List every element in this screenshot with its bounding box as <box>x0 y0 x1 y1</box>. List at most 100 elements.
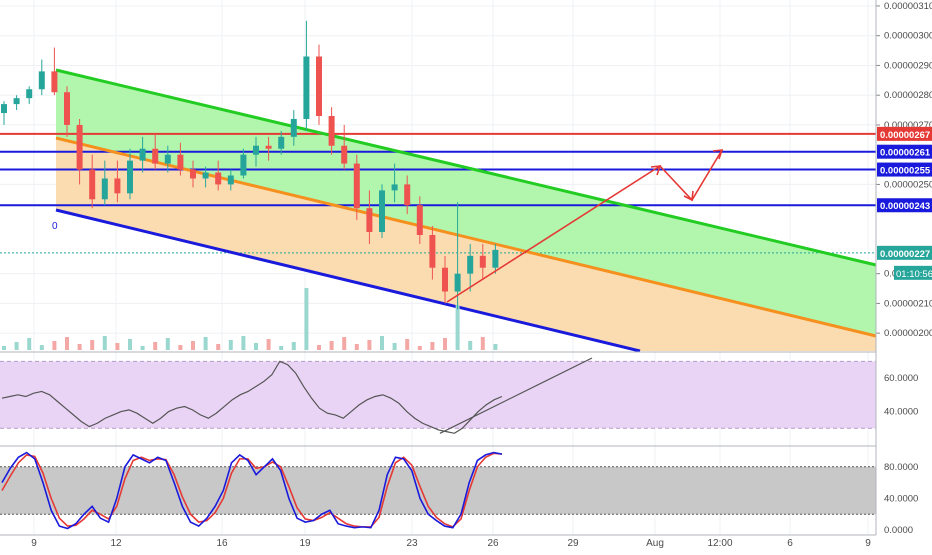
volume-bar <box>329 341 334 350</box>
countdown-label: 01:10:56 <box>896 269 932 280</box>
price-tick-label: 0.00000250 <box>884 179 932 190</box>
candle-body <box>328 116 335 146</box>
volume-bar <box>203 337 208 350</box>
candle-body <box>316 56 322 117</box>
candle-body <box>190 169 196 179</box>
candle-body <box>13 98 20 105</box>
volume-bar <box>266 339 271 350</box>
candle-body <box>353 163 360 209</box>
volume-bar <box>115 343 120 350</box>
volume-bar <box>317 345 321 350</box>
volume-bar <box>392 343 397 350</box>
candle-body <box>479 255 486 268</box>
volume-bar <box>27 338 32 350</box>
x-tick-label: 16 <box>216 538 228 549</box>
candle-body <box>139 148 146 161</box>
volume-bar <box>455 305 460 350</box>
volume-bar <box>228 340 233 350</box>
price-tick-label: 0.00000200 <box>884 328 932 339</box>
volume-bar <box>52 341 57 350</box>
candle-body <box>290 118 297 137</box>
candle-body <box>341 145 348 164</box>
volume-bar <box>2 346 6 350</box>
stochastic-panel <box>0 451 876 530</box>
volume-bar <box>380 336 384 350</box>
x-tick-label: Aug <box>646 538 664 549</box>
volume-bar <box>216 344 221 350</box>
channel-bottom-line <box>55 208 641 353</box>
volume-bar <box>241 336 246 350</box>
x-tick-label: 12:00 <box>707 538 732 549</box>
x-tick-label: 6 <box>787 538 793 549</box>
candle-body <box>164 154 171 164</box>
rsi-panel <box>0 357 876 434</box>
volume-bar <box>342 337 347 350</box>
candle-body <box>76 124 83 170</box>
volume-bar <box>140 346 145 350</box>
candle-body <box>278 136 285 149</box>
volume-bar <box>430 342 435 350</box>
volume-bar <box>367 340 372 350</box>
candle-body <box>442 267 448 292</box>
volume-bar <box>417 346 422 350</box>
candle-body <box>1 104 7 114</box>
projection-arrowhead <box>712 149 724 160</box>
volume-bar <box>493 344 498 350</box>
price-tick-label: 0.00000270 <box>884 120 932 131</box>
rsi-trendline <box>439 357 593 434</box>
candle-body <box>227 175 234 185</box>
channel-lower-zone <box>56 138 876 351</box>
price-level-badge <box>877 245 932 260</box>
candle-body <box>492 249 499 268</box>
stoch-tick-label: 0.0000 <box>884 525 913 536</box>
price-tick-label: 0.00000290 <box>884 60 932 71</box>
candle-body <box>416 205 423 235</box>
candle-body <box>26 89 33 99</box>
candle-body <box>379 190 385 233</box>
channel-top-line <box>55 68 877 267</box>
volume-bar <box>468 341 473 350</box>
price-level-label: 0.00000267 <box>880 130 930 141</box>
rsi-band <box>0 361 876 429</box>
candle-body <box>101 178 108 200</box>
stoch-d-line <box>1 452 503 528</box>
volume-bar <box>443 338 447 350</box>
volume-bar <box>304 288 309 350</box>
price-level-label: 0.00000227 <box>880 249 930 260</box>
projection-path <box>446 149 723 303</box>
price-level-badge <box>877 126 932 141</box>
volume-bar <box>279 346 284 350</box>
stoch-band <box>0 466 876 515</box>
price-level-label: 0.00000261 <box>880 148 931 159</box>
candle-body <box>265 145 272 149</box>
volume-bar <box>102 336 107 350</box>
candle-body <box>391 184 398 191</box>
volume-bar <box>254 343 258 350</box>
stoch-k-line <box>1 451 503 530</box>
candle-body <box>114 178 121 194</box>
candle-body <box>127 160 133 194</box>
countdown-badge <box>894 265 932 280</box>
volume-bar <box>14 342 19 350</box>
price-level-label: 0.00000243 <box>880 201 930 212</box>
price-level-badge <box>877 162 932 177</box>
candle-body <box>303 56 310 119</box>
x-tick-label: 19 <box>299 538 311 549</box>
volume-bar <box>77 344 82 350</box>
x-tick-label: 9 <box>31 538 37 549</box>
channel-upper-zone <box>56 70 876 336</box>
x-tick-label: 23 <box>406 538 418 549</box>
volume-bar <box>153 342 158 350</box>
candle-body <box>64 92 70 125</box>
price-tick-label: 0.00000280 <box>884 90 932 101</box>
rsi-tick-label: 40.0000 <box>884 407 918 418</box>
price-tick-label: 0.00000310 <box>884 1 932 12</box>
volume-bar <box>480 337 485 350</box>
projection-arrowhead <box>650 165 662 176</box>
volume-bar <box>128 339 132 350</box>
volume-bar <box>191 341 195 350</box>
fib-level-label: 0 <box>52 221 58 232</box>
